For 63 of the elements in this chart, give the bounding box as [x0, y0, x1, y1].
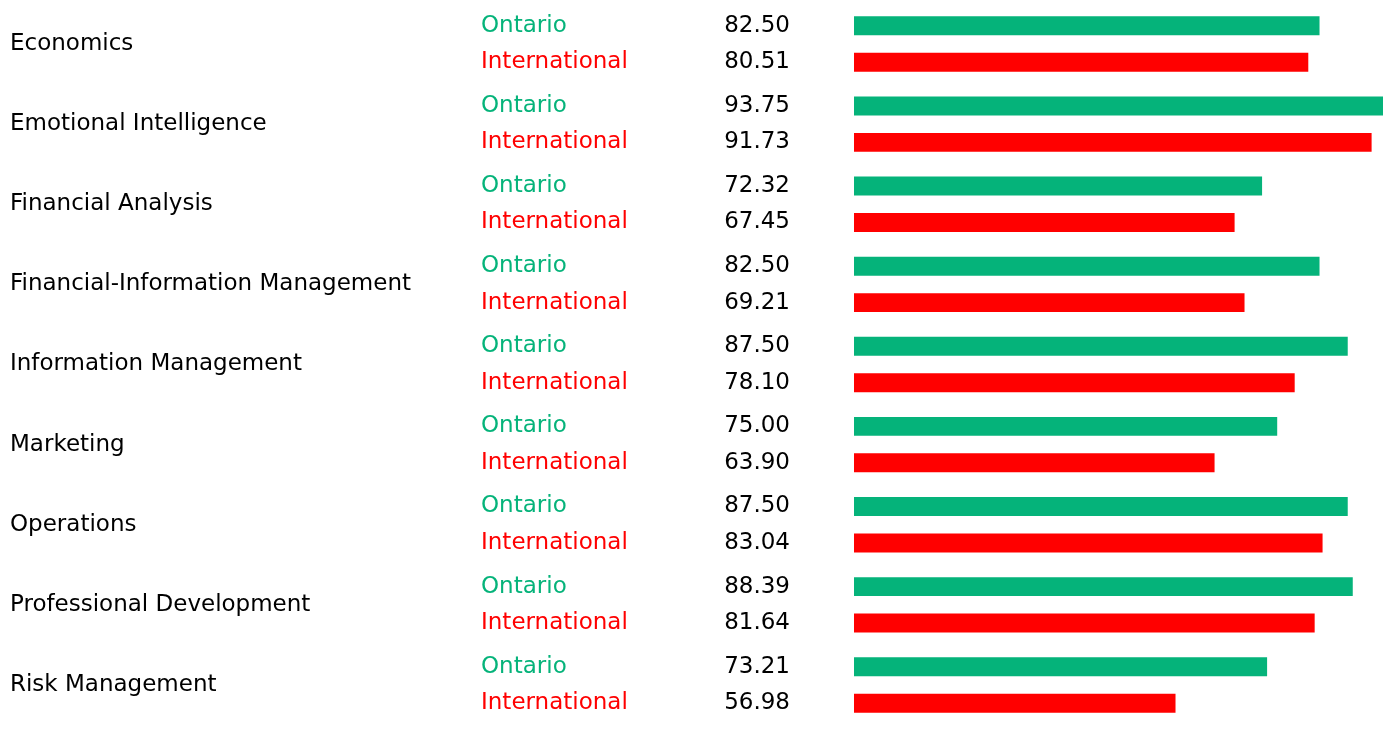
data-label: 63.90 — [724, 447, 790, 474]
text: International — [481, 47, 628, 74]
text: International — [481, 608, 628, 635]
bar — [854, 132, 1372, 152]
text: Ontario — [481, 651, 567, 678]
text: Ontario — [481, 491, 567, 518]
bar — [854, 657, 1268, 677]
text: Ontario — [481, 331, 567, 358]
bar — [854, 416, 1278, 436]
bar — [854, 213, 1235, 232]
data-label: 93.75 — [724, 90, 790, 117]
bar — [854, 16, 1320, 36]
bar — [854, 176, 1263, 196]
text: International — [481, 447, 628, 474]
bar — [854, 96, 1383, 116]
bar — [854, 577, 1353, 597]
y-tick-label: Marketing — [10, 429, 125, 456]
data-label: 69.21 — [724, 287, 790, 314]
y-tick-label: Economics — [10, 29, 134, 56]
data-label: 81.64 — [724, 608, 790, 635]
bar — [854, 293, 1245, 313]
data-label: 82.50 — [724, 251, 790, 278]
bar — [854, 373, 1295, 393]
text: Ontario — [481, 10, 567, 37]
bar — [854, 336, 1348, 356]
bar — [854, 533, 1323, 553]
data-label: 87.50 — [724, 491, 790, 518]
text: International — [481, 127, 628, 154]
bar — [854, 693, 1176, 713]
data-label: 56.98 — [724, 688, 790, 715]
bar — [854, 52, 1309, 72]
text: International — [481, 207, 628, 234]
bar — [854, 613, 1315, 633]
y-tick-label: Information Management — [10, 349, 302, 376]
data-label: 80.51 — [724, 47, 790, 74]
text: Ontario — [481, 411, 567, 438]
data-label: 83.04 — [724, 527, 790, 554]
text: International — [481, 527, 628, 554]
y-tick-label: Financial-Information Management — [10, 269, 411, 296]
text: Ontario — [481, 90, 567, 117]
data-label: 72.32 — [724, 171, 790, 198]
y-tick-label: Operations — [10, 509, 137, 536]
text: International — [481, 688, 628, 715]
data-label: 75.00 — [724, 411, 790, 438]
bar — [854, 453, 1215, 473]
y-tick-label: Financial Analysis — [10, 189, 213, 216]
data-label: 91.73 — [724, 127, 790, 154]
text: Ontario — [481, 251, 567, 278]
text: Ontario — [481, 571, 567, 598]
data-label: 73.21 — [724, 651, 790, 678]
y-tick-label: Professional Development — [10, 589, 311, 616]
data-label: 87.50 — [724, 331, 790, 358]
data-label: 88.39 — [724, 571, 790, 598]
text: Ontario — [481, 171, 567, 198]
bar — [854, 256, 1320, 276]
text: International — [481, 287, 628, 314]
y-tick-label: Risk Management — [10, 669, 217, 696]
data-label: 67.45 — [724, 207, 790, 234]
text: International — [481, 367, 628, 394]
data-label: 78.10 — [724, 367, 790, 394]
data-label: 82.50 — [724, 10, 790, 37]
bar — [854, 497, 1348, 516]
y-tick-label: Emotional Intelligence — [10, 109, 267, 136]
